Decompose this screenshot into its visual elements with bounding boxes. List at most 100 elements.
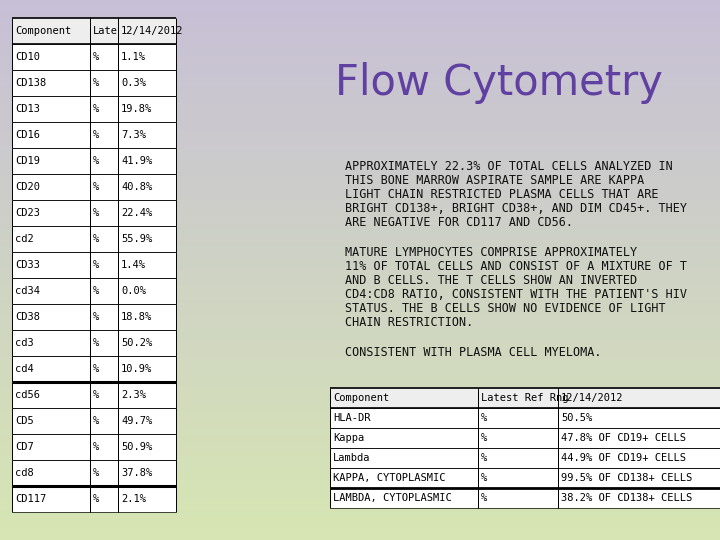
Text: THIS BONE MARROW ASPIRATE SAMPLE ARE KAPPA: THIS BONE MARROW ASPIRATE SAMPLE ARE KAP… xyxy=(345,174,644,187)
Bar xyxy=(0,356,720,359)
Bar xyxy=(0,235,720,238)
Bar xyxy=(0,370,720,373)
Bar xyxy=(0,535,720,537)
Bar xyxy=(0,173,720,176)
Bar xyxy=(0,526,720,529)
Bar xyxy=(0,132,720,135)
Bar xyxy=(118,148,176,174)
Bar xyxy=(90,148,118,174)
Bar xyxy=(0,335,720,338)
Text: 12/14/2012: 12/14/2012 xyxy=(561,393,624,403)
Bar xyxy=(0,486,720,489)
Text: KAPPA, CYTOPLASMIC: KAPPA, CYTOPLASMIC xyxy=(333,473,446,483)
Bar xyxy=(0,178,720,181)
Bar xyxy=(90,408,118,434)
Bar xyxy=(0,54,720,57)
Bar xyxy=(0,59,720,62)
Bar xyxy=(0,267,720,270)
Bar xyxy=(0,383,720,386)
Bar xyxy=(12,226,90,252)
Bar xyxy=(0,410,720,413)
Bar xyxy=(0,359,720,362)
Text: 12/14/2012: 12/14/2012 xyxy=(121,26,184,36)
Bar xyxy=(0,392,720,394)
Bar xyxy=(0,19,720,22)
Bar xyxy=(118,70,176,96)
Text: CD7: CD7 xyxy=(15,442,34,452)
Bar xyxy=(0,494,720,497)
Text: cd8: cd8 xyxy=(15,468,34,478)
Bar xyxy=(0,205,720,208)
Bar xyxy=(0,278,720,281)
Bar xyxy=(0,103,720,105)
Text: 50.9%: 50.9% xyxy=(121,442,152,452)
Text: CD117: CD117 xyxy=(15,494,46,504)
Bar xyxy=(0,524,720,526)
Bar xyxy=(118,434,176,460)
Text: AND B CELLS. THE T CELLS SHOW AN INVERTED: AND B CELLS. THE T CELLS SHOW AN INVERTE… xyxy=(345,274,637,287)
Bar xyxy=(0,208,720,211)
Bar xyxy=(0,470,720,472)
Bar xyxy=(0,30,720,32)
Bar xyxy=(0,467,720,470)
Bar xyxy=(12,356,90,382)
Bar xyxy=(0,73,720,76)
Bar xyxy=(90,486,118,512)
Bar xyxy=(0,432,720,435)
Bar xyxy=(0,413,720,416)
Bar xyxy=(0,157,720,159)
Text: 0.0%: 0.0% xyxy=(121,286,146,296)
Text: %: % xyxy=(481,493,487,503)
Text: %: % xyxy=(93,104,99,114)
Bar xyxy=(90,44,118,70)
Bar xyxy=(12,44,90,70)
Bar xyxy=(0,475,720,478)
Bar xyxy=(0,300,720,302)
Text: 10.9%: 10.9% xyxy=(121,364,152,374)
Bar xyxy=(12,408,90,434)
Bar xyxy=(0,418,720,421)
Text: 1.4%: 1.4% xyxy=(121,260,146,270)
Text: LAMBDA, CYTOPLASMIC: LAMBDA, CYTOPLASMIC xyxy=(333,493,451,503)
Text: CD23: CD23 xyxy=(15,208,40,218)
Bar xyxy=(0,362,720,364)
Bar xyxy=(0,505,720,508)
Text: LIGHT CHAIN RESTRICTED PLASMA CELLS THAT ARE: LIGHT CHAIN RESTRICTED PLASMA CELLS THAT… xyxy=(345,188,659,201)
Text: %: % xyxy=(481,473,487,483)
Bar xyxy=(478,448,558,468)
Bar xyxy=(0,49,720,51)
Text: %: % xyxy=(93,416,99,426)
Bar xyxy=(0,27,720,30)
Bar xyxy=(0,224,720,227)
Bar xyxy=(12,200,90,226)
Bar xyxy=(118,200,176,226)
Bar xyxy=(0,324,720,327)
Bar xyxy=(0,456,720,459)
Text: CHAIN RESTRICTION.: CHAIN RESTRICTION. xyxy=(345,316,473,329)
Text: BRIGHT CD138+, BRIGHT CD38+, AND DIM CD45+. THEY: BRIGHT CD138+, BRIGHT CD38+, AND DIM CD4… xyxy=(345,202,687,215)
Bar xyxy=(0,219,720,221)
Text: 1.1%: 1.1% xyxy=(121,52,146,62)
Bar xyxy=(0,373,720,375)
Bar xyxy=(0,116,720,119)
Bar xyxy=(0,427,720,429)
Bar xyxy=(0,472,720,475)
Bar xyxy=(90,278,118,304)
Bar xyxy=(90,122,118,148)
Bar xyxy=(0,108,720,111)
Bar xyxy=(0,378,720,381)
Text: APPROXIMATELY 22.3% OF TOTAL CELLS ANALYZED IN: APPROXIMATELY 22.3% OF TOTAL CELLS ANALY… xyxy=(345,160,672,173)
Bar xyxy=(558,488,720,508)
Bar xyxy=(0,143,720,146)
Bar xyxy=(330,448,478,468)
Bar xyxy=(90,174,118,200)
Bar xyxy=(12,460,90,486)
Bar xyxy=(0,270,720,273)
Text: %: % xyxy=(93,78,99,88)
Text: CD38: CD38 xyxy=(15,312,40,322)
Bar xyxy=(0,513,720,516)
Bar xyxy=(0,327,720,329)
Text: 44.9% OF CD19+ CELLS: 44.9% OF CD19+ CELLS xyxy=(561,453,686,463)
Bar xyxy=(0,138,720,140)
Bar xyxy=(0,154,720,157)
